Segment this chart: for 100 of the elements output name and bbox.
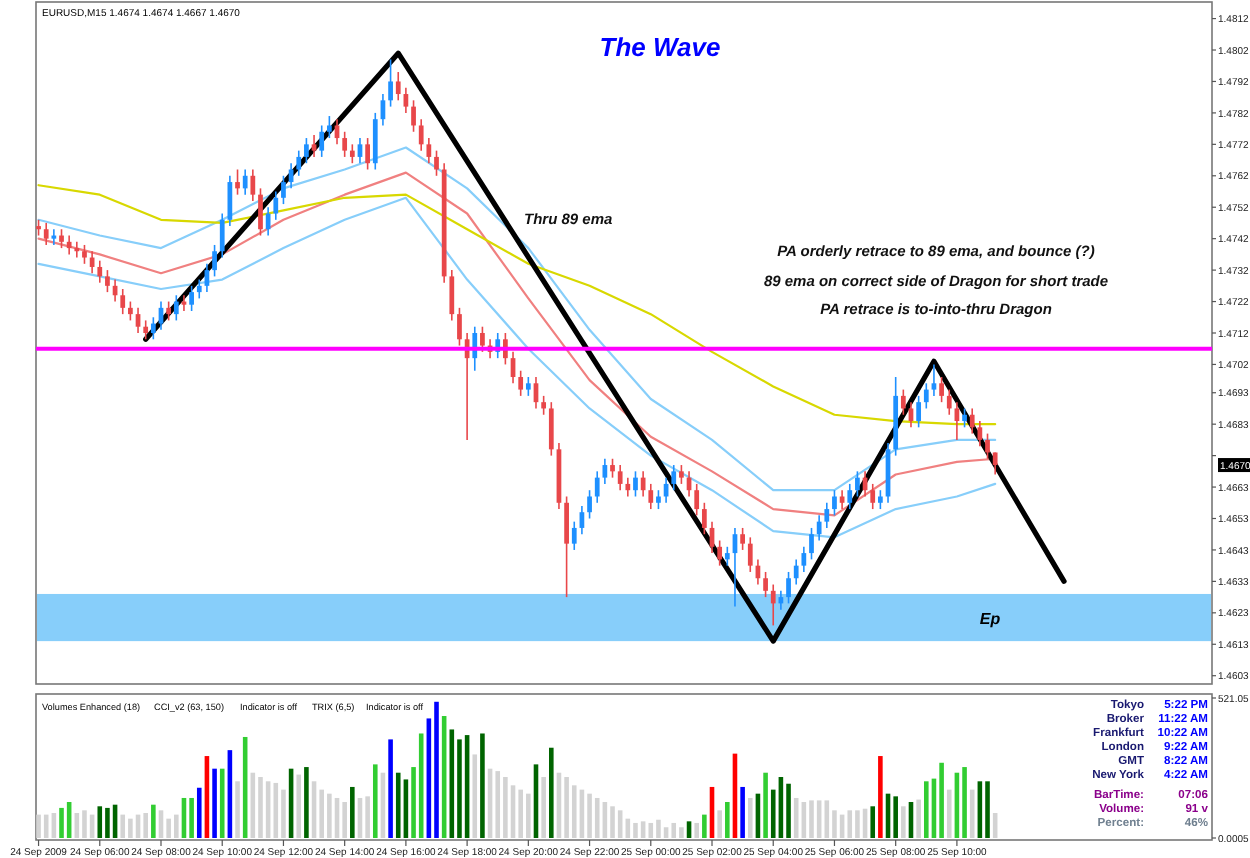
candlestick bbox=[816, 514, 822, 542]
bar bbox=[342, 802, 347, 838]
candlestick bbox=[793, 558, 799, 586]
candlestick bbox=[105, 269, 110, 293]
candlestick bbox=[51, 228, 57, 246]
bar bbox=[219, 768, 225, 838]
candlestick bbox=[426, 137, 432, 165]
candlestick bbox=[610, 457, 615, 479]
candlestick bbox=[939, 376, 944, 403]
candlestick bbox=[855, 470, 860, 498]
candlestick bbox=[763, 571, 768, 598]
bar bbox=[679, 827, 684, 838]
bar bbox=[725, 802, 730, 838]
candlestick bbox=[250, 168, 256, 202]
bar bbox=[946, 789, 952, 838]
candlestick bbox=[571, 520, 577, 551]
candlestick bbox=[617, 464, 623, 491]
bar bbox=[549, 747, 554, 838]
bar bbox=[128, 818, 133, 838]
bar bbox=[747, 797, 753, 838]
candlestick bbox=[212, 244, 217, 278]
candlestick bbox=[786, 571, 791, 605]
bar bbox=[105, 807, 110, 838]
bar bbox=[663, 827, 669, 838]
bar bbox=[541, 777, 546, 838]
bar bbox=[518, 789, 523, 838]
bar bbox=[372, 764, 378, 838]
candlestick bbox=[66, 234, 72, 256]
candlestick bbox=[541, 395, 547, 416]
bar bbox=[564, 777, 569, 838]
bar bbox=[273, 782, 279, 838]
candlestick bbox=[434, 149, 439, 177]
candlestick bbox=[809, 527, 814, 561]
candlestick bbox=[923, 382, 929, 410]
candlestick bbox=[388, 58, 393, 108]
bar bbox=[174, 814, 179, 838]
bar bbox=[189, 797, 194, 838]
candlestick bbox=[418, 118, 424, 152]
candlestick bbox=[824, 501, 830, 529]
candlestick bbox=[770, 583, 776, 627]
candlestick bbox=[992, 451, 998, 476]
candlestick bbox=[701, 501, 707, 536]
bar bbox=[702, 814, 707, 838]
candlestick bbox=[878, 489, 883, 510]
bar bbox=[962, 767, 967, 838]
candlestick bbox=[977, 420, 983, 447]
candlestick bbox=[372, 112, 378, 171]
bar bbox=[740, 786, 745, 838]
candlestick bbox=[196, 278, 202, 300]
bar bbox=[985, 781, 990, 838]
candlestick bbox=[74, 241, 80, 259]
candlestick bbox=[296, 149, 302, 177]
candlestick bbox=[747, 536, 753, 573]
bar bbox=[143, 813, 148, 838]
candlestick bbox=[166, 300, 172, 322]
candlestick bbox=[870, 483, 876, 510]
bar bbox=[694, 822, 699, 838]
bar bbox=[434, 701, 439, 838]
candlestick bbox=[258, 187, 263, 237]
candlestick bbox=[273, 190, 279, 221]
candlestick bbox=[43, 222, 49, 246]
bar bbox=[847, 810, 853, 838]
candlestick bbox=[985, 432, 990, 460]
candlestick bbox=[602, 457, 608, 485]
bar bbox=[395, 772, 401, 838]
candlestick bbox=[411, 99, 416, 133]
bar bbox=[870, 806, 876, 838]
candlestick bbox=[281, 174, 286, 205]
bar bbox=[916, 799, 921, 838]
candlestick bbox=[311, 134, 317, 158]
candlestick bbox=[349, 143, 355, 165]
bar bbox=[671, 822, 677, 838]
bar bbox=[36, 814, 41, 838]
candlestick bbox=[480, 325, 485, 353]
bar bbox=[258, 777, 263, 838]
candlestick bbox=[548, 401, 554, 457]
bar bbox=[571, 785, 577, 838]
candlestick bbox=[150, 316, 156, 341]
candlestick bbox=[679, 464, 684, 485]
candlestick bbox=[594, 470, 600, 504]
candlestick bbox=[969, 407, 975, 435]
bar bbox=[166, 818, 171, 838]
bar bbox=[472, 754, 478, 838]
bar bbox=[327, 793, 332, 838]
candlestick bbox=[143, 319, 149, 341]
bar bbox=[786, 783, 791, 838]
bar bbox=[82, 810, 87, 838]
text: The Wave bbox=[599, 32, 721, 62]
candlestick bbox=[564, 495, 569, 598]
candlestick bbox=[717, 539, 723, 567]
candlestick bbox=[931, 363, 937, 397]
candlestick bbox=[342, 130, 348, 158]
bar bbox=[350, 786, 355, 838]
bar bbox=[809, 800, 814, 838]
bar bbox=[281, 789, 286, 838]
bar bbox=[212, 768, 217, 838]
bar bbox=[923, 781, 929, 838]
bar bbox=[59, 807, 64, 838]
candlestick bbox=[304, 137, 309, 165]
bar bbox=[503, 777, 508, 838]
